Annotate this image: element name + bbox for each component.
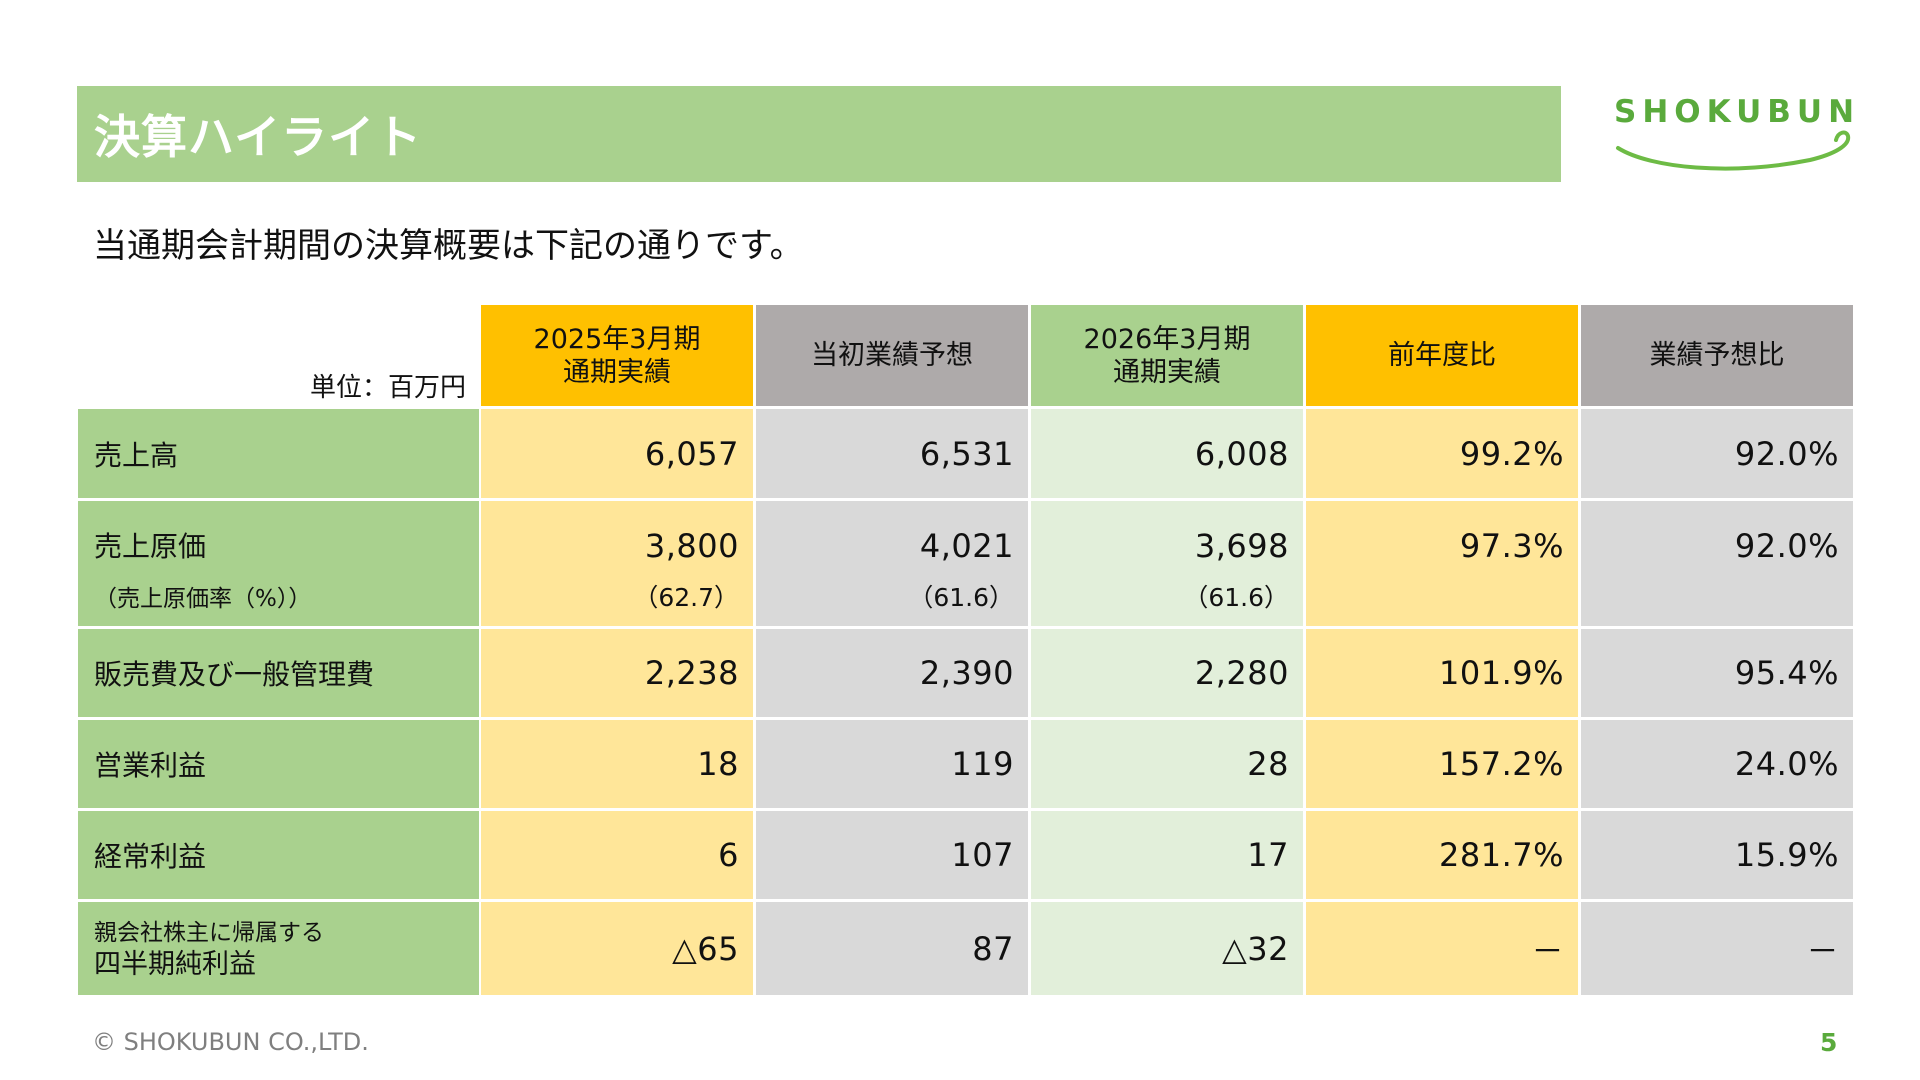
table-cell: － — [1306, 902, 1578, 995]
header-yoy-ratio: 前年度比 — [1306, 305, 1578, 406]
row-label-line2: 四半期純利益 — [94, 948, 256, 980]
row-label-sga: 販売費及び一般管理費 — [78, 629, 479, 717]
page-number: 5 — [1820, 1028, 1838, 1057]
table-cell: 3,698 — [1031, 501, 1303, 565]
table-cell: （61.6） — [1031, 565, 1303, 626]
table-cell: 281.7% — [1306, 811, 1578, 899]
page-title: 決算ハイライト — [94, 110, 423, 164]
table-cell: 6,531 — [756, 409, 1028, 498]
header-line1: 当初業績予想 — [811, 340, 973, 371]
header-line2: 通期実績 — [1113, 356, 1221, 388]
table-cell: 87 — [756, 902, 1028, 995]
logo-text: SHOKUBUN — [1614, 94, 1861, 130]
header-line1: 業績予想比 — [1649, 340, 1785, 371]
table-cell: 101.9% — [1306, 629, 1578, 717]
table-cell: △32 — [1031, 902, 1303, 995]
table-cell: 4,021 — [756, 501, 1028, 565]
copyright-text: © SHOKUBUN CO.,LTD. — [92, 1028, 369, 1056]
page-subtitle: 当通期会計期間の決算概要は下記の通りです。 — [93, 226, 804, 266]
table-cell: △65 — [481, 902, 753, 995]
table-cell: 6,057 — [481, 409, 753, 498]
table-cell: 18 — [481, 720, 753, 808]
table-cell — [1306, 565, 1578, 626]
table-cell: 17 — [1031, 811, 1303, 899]
header-forecast-ratio: 業績予想比 — [1581, 305, 1853, 406]
unit-label: 単位：百万円 — [310, 373, 467, 403]
table-cell: 2,280 — [1031, 629, 1303, 717]
row-label-net-income: 親会社株主に帰属する 四半期純利益 — [78, 902, 479, 995]
table-cell: 95.4% — [1581, 629, 1853, 717]
table-cell — [1581, 565, 1853, 626]
header-line2: 通期実績 — [563, 356, 671, 388]
table-cell: 92.0% — [1581, 501, 1853, 565]
table-cell: 119 — [756, 720, 1028, 808]
row-label-ordinary-income: 経常利益 — [78, 811, 479, 899]
title-bar: 決算ハイライト — [77, 86, 1561, 182]
table-cell: 92.0% — [1581, 409, 1853, 498]
table-cell: （61.6） — [756, 565, 1028, 626]
header-initial-forecast: 当初業績予想 — [756, 305, 1028, 406]
header-fy2026-actual: 2026年3月期 通期実績 — [1031, 305, 1303, 406]
table-cell: 107 — [756, 811, 1028, 899]
header-line1: 前年度比 — [1388, 340, 1496, 371]
table-cell: 15.9% — [1581, 811, 1853, 899]
row-label-sales: 売上高 — [78, 409, 479, 498]
table-cell: 3,800 — [481, 501, 753, 565]
table-cell: 157.2% — [1306, 720, 1578, 808]
header-fy2025-actual: 2025年3月期 通期実績 — [481, 305, 753, 406]
row-label-line1: 親会社株主に帰属する — [94, 919, 324, 946]
table-cell: 99.2% — [1306, 409, 1578, 498]
row-label-operating-income: 営業利益 — [78, 720, 479, 808]
row-label-cost-ratio: （売上原価率（%）） — [78, 565, 479, 626]
row-label-cost-of-sales: 売上原価 — [78, 501, 479, 565]
table-cell: 28 — [1031, 720, 1303, 808]
table-cell: 2,390 — [756, 629, 1028, 717]
header-line1: 2026年3月期 — [1083, 323, 1251, 355]
table-cell: 24.0% — [1581, 720, 1853, 808]
table-cell: 6 — [481, 811, 753, 899]
table-cell: 6,008 — [1031, 409, 1303, 498]
table-cell: 97.3% — [1306, 501, 1578, 565]
company-logo: SHOKUBUN — [1610, 90, 1860, 175]
table-cell: 2,238 — [481, 629, 753, 717]
logo-swoosh-icon — [1616, 130, 1851, 171]
table-cell: － — [1581, 902, 1853, 995]
table-cell: （62.7） — [481, 565, 753, 626]
header-line1: 2025年3月期 — [533, 323, 701, 355]
